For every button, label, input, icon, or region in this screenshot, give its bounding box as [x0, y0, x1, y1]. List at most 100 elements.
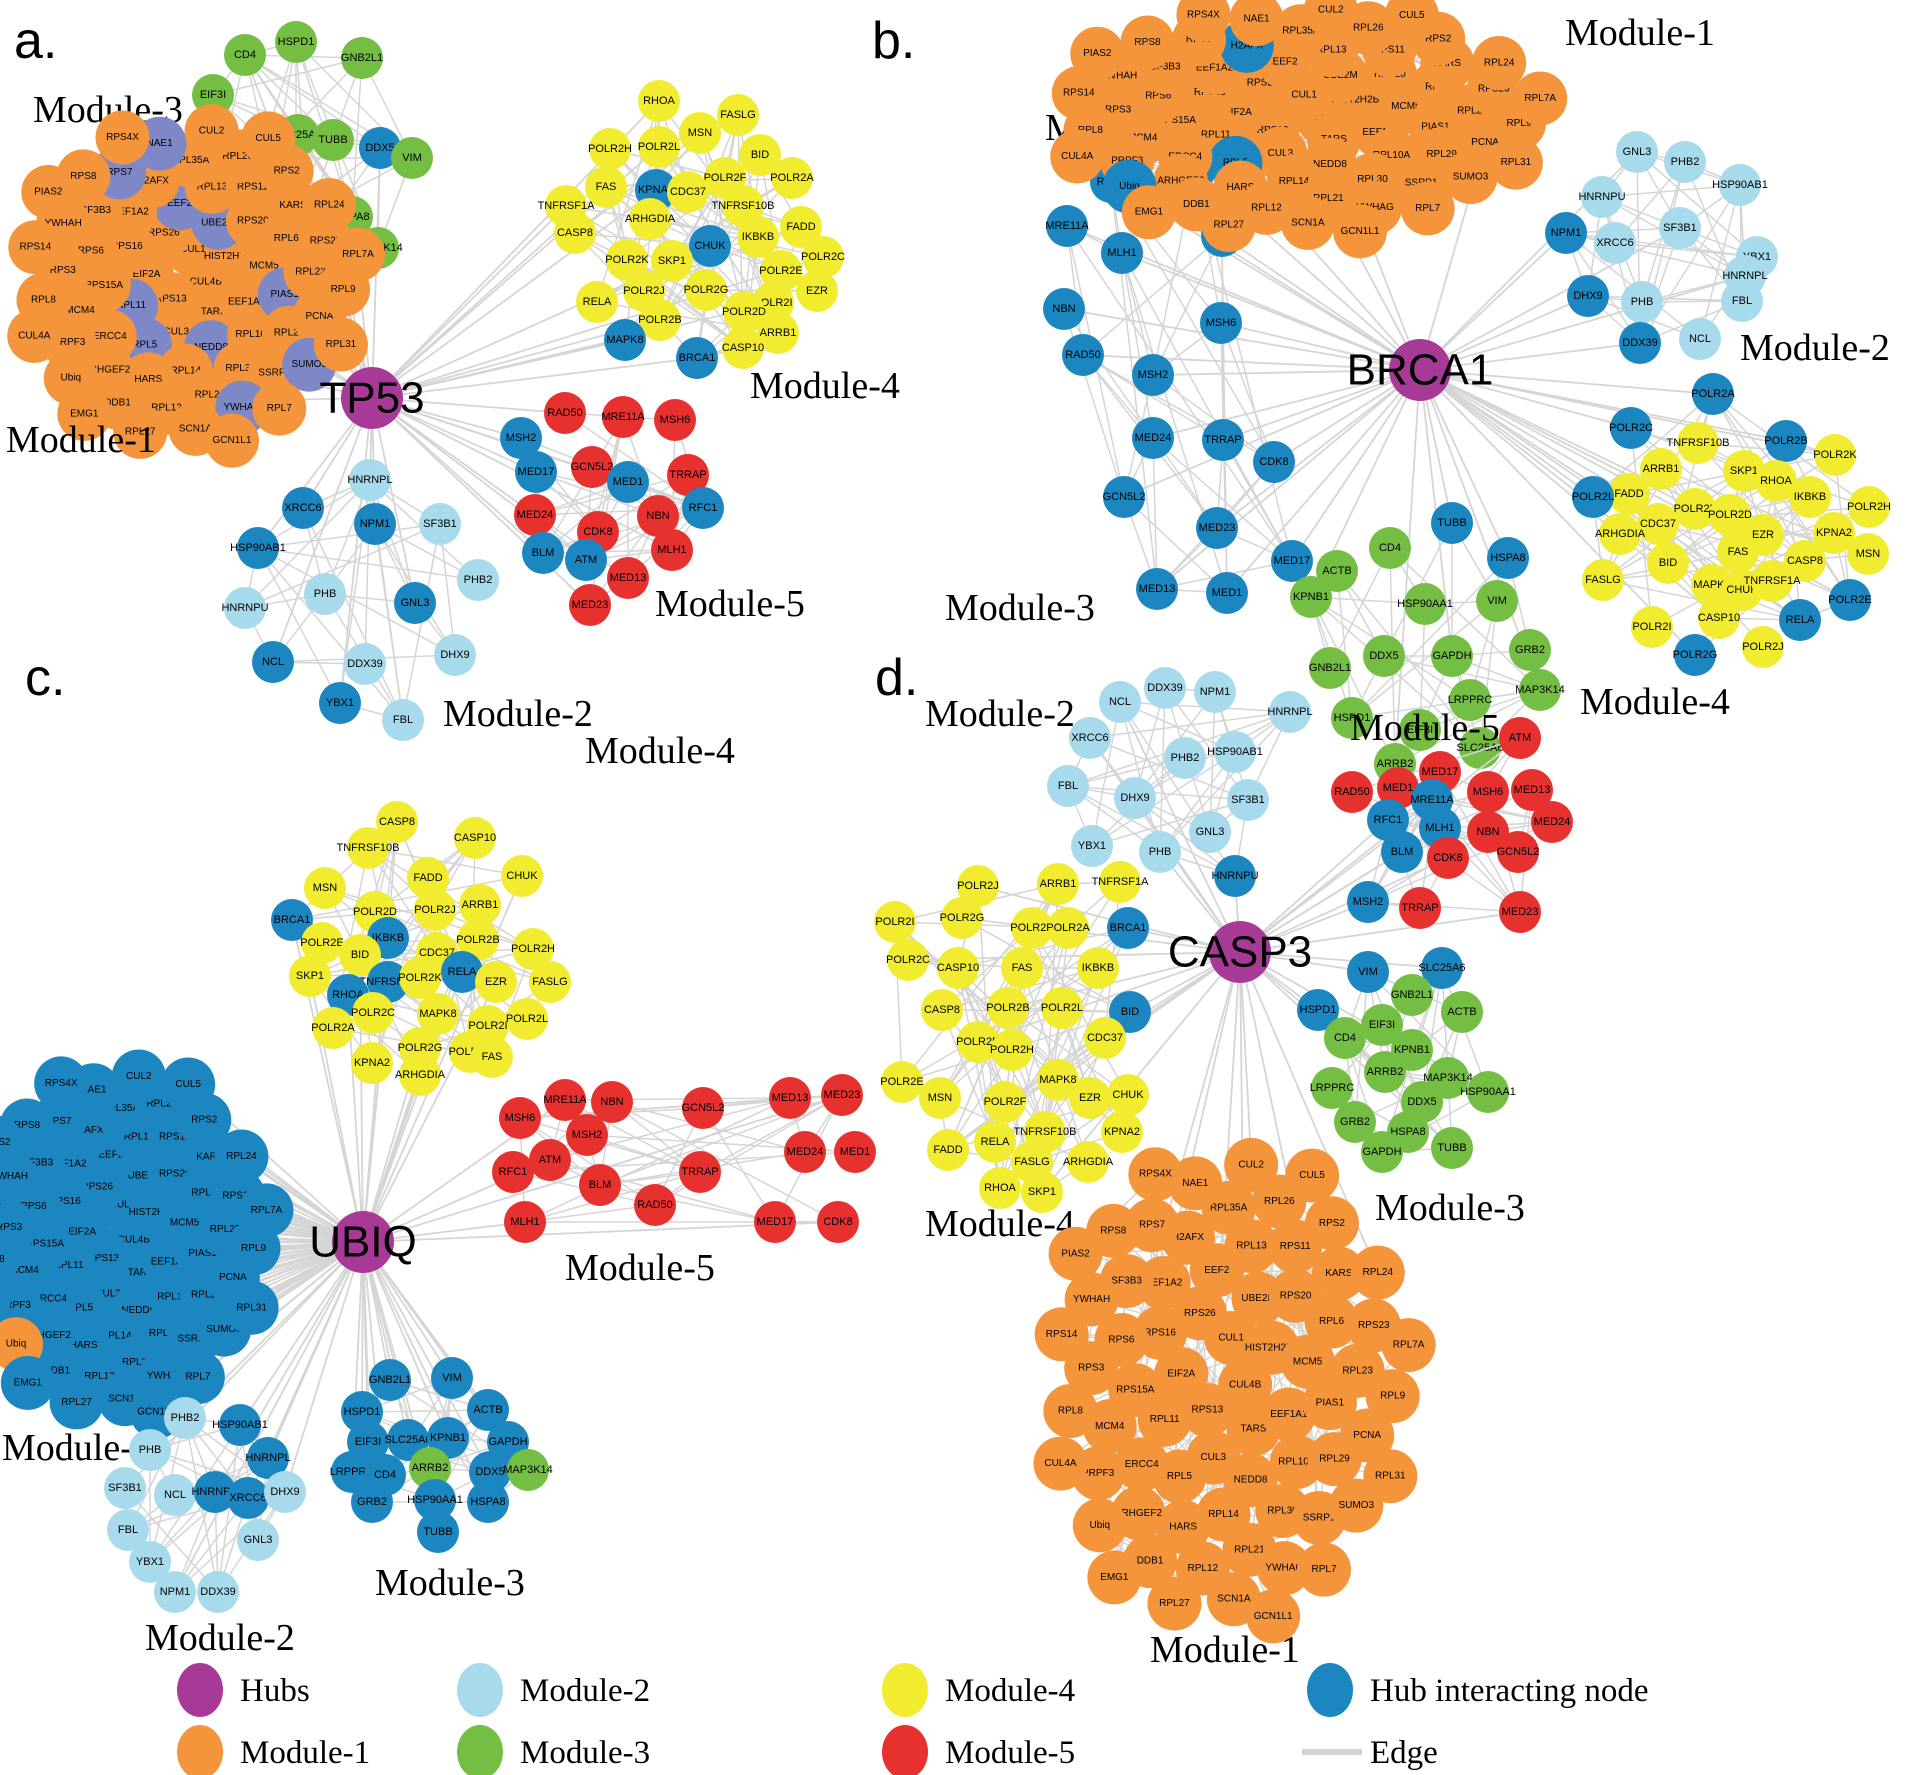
- hub-node-CASP3: [1209, 921, 1271, 983]
- node-MED24: [1132, 417, 1174, 459]
- hub-edge: [1156, 369, 1421, 590]
- node-MSH2: [1347, 881, 1389, 923]
- node-GNB2L1: [1309, 647, 1351, 689]
- node-BID: [339, 934, 381, 976]
- node-CUL5: [241, 111, 296, 166]
- hub-edge: [371, 339, 626, 399]
- node-TNFRSF10B: [347, 827, 389, 869]
- module-label-c-module-3: Module-3: [375, 1562, 525, 1604]
- node-ARHGDIA: [1067, 1141, 1109, 1183]
- node-EIF3I: [192, 74, 234, 116]
- edge: [542, 549, 673, 554]
- hub-edge: [977, 951, 1241, 1043]
- edge: [291, 875, 523, 921]
- edge: [351, 57, 363, 218]
- hub-edge: [1121, 252, 1421, 371]
- node-POLR2H: [589, 128, 631, 170]
- node-POLR2D: [957, 1021, 999, 1063]
- node-RHOA: [638, 80, 680, 122]
- edge: [1222, 439, 1293, 562]
- node-GAPDH: [1361, 1131, 1403, 1173]
- node-LRPPRC: [331, 1451, 373, 1493]
- module-label-d-module-4: Module-4: [925, 1203, 1075, 1245]
- node-GRB2: [351, 1481, 393, 1523]
- node-MLH1: [1101, 232, 1143, 274]
- node-HSP90AB1: [237, 527, 279, 569]
- node-POLR2E: [881, 1061, 923, 1103]
- node-MED13: [607, 557, 649, 599]
- edge: [1367, 901, 1521, 913]
- module-label-a-module-5: Module-5: [655, 583, 805, 625]
- node-RPL24: [214, 1129, 269, 1184]
- node-POLR2B: [457, 919, 499, 961]
- node-NBN: [591, 1081, 633, 1123]
- edge: [361, 1409, 489, 1413]
- node-EIF3I: [1361, 1004, 1403, 1046]
- node-CASP10: [722, 327, 764, 369]
- node-RPL24: [1350, 1245, 1405, 1300]
- node-BRCA1: [271, 899, 313, 941]
- node-POLR2H: [512, 928, 554, 970]
- edge: [1091, 751, 1236, 847]
- edge: [534, 474, 689, 516]
- node-FAS: [1001, 947, 1043, 989]
- node-POLR2G: [1674, 634, 1716, 676]
- node-MED13: [1511, 769, 1553, 811]
- node-CDK8: [1427, 837, 1469, 879]
- node-POLR2A: [1047, 907, 1089, 949]
- node-CASP8: [1784, 540, 1826, 582]
- module-label-c-module-1: Module-1: [2, 1427, 152, 1469]
- node-FBL: [382, 699, 424, 741]
- node-EMG1: [57, 386, 112, 441]
- node-HSPD1: [275, 21, 317, 63]
- node-EIF3I: [1399, 709, 1441, 751]
- panel-b-nodes: RFC1ATMMRE11ABLMMLH1NBNMSH6RAD50MSH2MED2…: [945, 0, 1891, 785]
- node-BLM: [579, 1164, 621, 1206]
- node-PHB: [129, 1429, 171, 1471]
- node-RPL27: [49, 1375, 104, 1430]
- hub-edge: [362, 1241, 489, 1503]
- node-POLR2I: [874, 901, 916, 943]
- node-ARRB1: [757, 312, 799, 354]
- edge: [1351, 689, 1541, 719]
- node-DHX9: [434, 634, 476, 676]
- node-PCNA: [1340, 1408, 1395, 1463]
- node-TUBB: [1431, 1127, 1473, 1169]
- node-CHUK: [689, 225, 731, 267]
- node-POLR2K: [399, 957, 441, 999]
- node-HNRNPU: [1214, 855, 1256, 897]
- hub-edge: [1419, 369, 1630, 495]
- edge: [244, 523, 441, 609]
- node-MAPK8: [1037, 1059, 1079, 1101]
- node-ACTB: [467, 1389, 509, 1431]
- edge: [257, 547, 404, 721]
- node-NBN: [1467, 811, 1509, 853]
- edge: [1389, 547, 1541, 691]
- edge: [519, 1117, 656, 1206]
- node-POLR2A: [1692, 373, 1734, 415]
- node-MED23: [1499, 891, 1541, 933]
- edge: [302, 507, 404, 721]
- node-CUL2: [184, 104, 239, 159]
- module-label-b-module-4: Module-4: [1580, 681, 1730, 723]
- node-POLR2G: [941, 897, 983, 939]
- hub-edge: [371, 397, 416, 604]
- node-MED13: [1136, 568, 1178, 610]
- node-POLR2A: [312, 1007, 354, 1049]
- edge: [957, 967, 1033, 1163]
- node-RPL24: [302, 177, 357, 232]
- node-GCN5L2: [682, 1087, 724, 1129]
- hub-edge: [961, 917, 1241, 953]
- legend-label-hi: Hub interacting node: [1370, 1673, 1649, 1709]
- node-BID: [739, 134, 781, 176]
- module-label-b-module-2: Module-2: [1740, 327, 1890, 369]
- node-MED23: [1196, 507, 1238, 549]
- node-RPS4X: [95, 110, 150, 165]
- hub-edge: [1419, 369, 1632, 429]
- node-RPL31: [313, 317, 368, 372]
- legend-label-m4: Module-4: [945, 1673, 1075, 1709]
- node-PIAS2: [0, 1115, 24, 1170]
- node-RFC1: [1367, 799, 1409, 841]
- node-CD4: [1369, 527, 1411, 569]
- edge: [174, 1491, 286, 1593]
